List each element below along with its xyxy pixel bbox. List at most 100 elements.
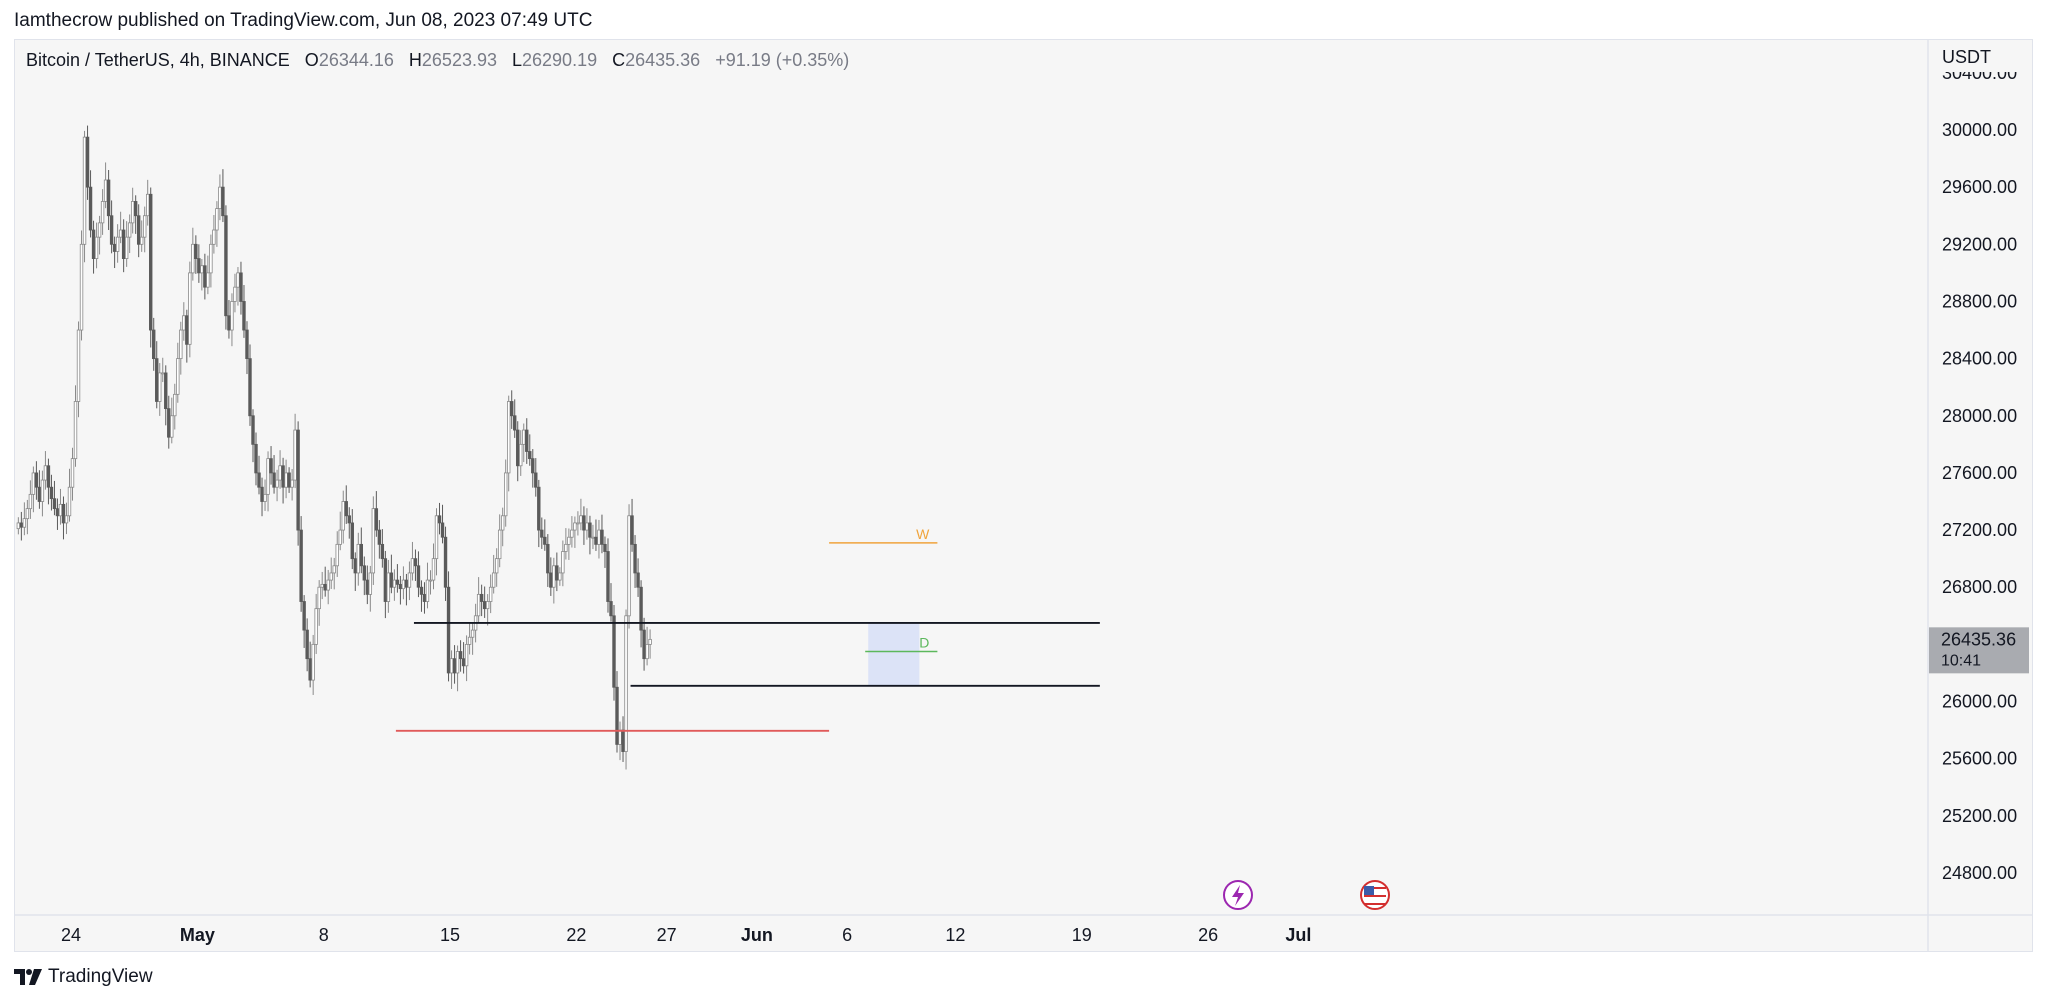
candle[interactable] [395, 564, 400, 593]
candle[interactable] [612, 604, 616, 701]
candle[interactable] [549, 557, 553, 596]
candle[interactable] [305, 618, 309, 672]
candle[interactable] [476, 577, 481, 623]
candle[interactable] [531, 449, 535, 488]
candle[interactable] [97, 215, 102, 255]
candle[interactable] [419, 580, 424, 612]
candle[interactable] [308, 641, 312, 688]
candle[interactable] [410, 541, 415, 581]
candle[interactable] [627, 504, 631, 629]
candle[interactable] [284, 459, 288, 499]
candle[interactable] [338, 511, 342, 551]
candle[interactable] [513, 399, 517, 438]
candle[interactable] [224, 205, 228, 330]
candle[interactable] [164, 365, 168, 426]
candle[interactable] [380, 529, 385, 568]
candle[interactable] [561, 540, 565, 587]
candle[interactable] [636, 558, 640, 597]
candle[interactable] [112, 236, 117, 269]
candle[interactable] [28, 480, 33, 519]
candle[interactable] [146, 179, 150, 226]
candle[interactable] [326, 569, 330, 605]
candle[interactable] [440, 504, 445, 544]
candle[interactable] [70, 447, 75, 501]
candle[interactable] [452, 645, 457, 684]
candle[interactable] [494, 548, 499, 587]
candle[interactable] [58, 488, 63, 525]
candle[interactable] [82, 130, 87, 263]
candle[interactable] [197, 244, 201, 283]
candle[interactable] [365, 565, 370, 605]
candle[interactable] [46, 458, 51, 505]
candle[interactable] [206, 255, 210, 295]
candle[interactable] [519, 430, 523, 476]
candle[interactable] [293, 413, 297, 489]
candle[interactable] [106, 170, 111, 231]
candle[interactable] [40, 470, 45, 517]
candle[interactable] [621, 716, 625, 762]
candle[interactable] [257, 455, 261, 495]
candle[interactable] [296, 421, 300, 546]
candle[interactable] [431, 543, 436, 590]
candle[interactable] [127, 214, 132, 254]
candle[interactable] [603, 536, 607, 568]
candle[interactable] [344, 485, 348, 524]
candle[interactable] [377, 520, 382, 559]
candle[interactable] [525, 418, 529, 464]
candle[interactable] [389, 554, 394, 594]
candle[interactable] [510, 390, 514, 429]
candle[interactable] [251, 409, 255, 463]
candle[interactable] [37, 470, 42, 509]
candle[interactable] [155, 341, 159, 409]
candle[interactable] [299, 516, 303, 612]
candle[interactable] [507, 395, 511, 492]
candle[interactable] [182, 302, 186, 341]
candle[interactable] [124, 221, 129, 267]
candle[interactable] [329, 557, 333, 589]
candle[interactable] [534, 458, 538, 497]
candle[interactable] [368, 565, 373, 612]
candle[interactable] [630, 498, 634, 552]
candle[interactable] [191, 227, 195, 281]
candle[interactable] [404, 573, 409, 606]
candle[interactable] [242, 285, 246, 338]
candle[interactable] [371, 496, 376, 585]
candle[interactable] [314, 593, 318, 654]
candle[interactable] [567, 528, 571, 560]
candle[interactable] [443, 526, 448, 601]
candle[interactable] [218, 174, 222, 221]
candle[interactable] [552, 557, 556, 604]
candle[interactable] [416, 551, 421, 598]
candle[interactable] [458, 640, 463, 672]
candle[interactable] [64, 502, 69, 535]
candle[interactable] [383, 550, 388, 619]
candle[interactable] [233, 273, 237, 313]
candle[interactable] [558, 567, 562, 586]
candle[interactable] [528, 434, 532, 466]
candle[interactable] [317, 580, 321, 626]
candle[interactable] [260, 477, 264, 517]
candle[interactable] [570, 516, 574, 548]
candle[interactable] [606, 538, 610, 613]
candle[interactable] [245, 321, 249, 375]
candle[interactable] [585, 508, 589, 540]
candle[interactable] [323, 566, 327, 597]
candle[interactable] [576, 511, 580, 536]
candle[interactable] [19, 511, 24, 541]
candle[interactable] [49, 474, 54, 511]
candle[interactable] [221, 169, 225, 223]
candle[interactable] [73, 385, 78, 467]
candle[interactable] [115, 224, 120, 263]
candle[interactable] [482, 586, 487, 618]
candle[interactable] [579, 498, 583, 531]
candle[interactable] [31, 466, 36, 513]
candle[interactable] [275, 469, 279, 502]
candle[interactable] [22, 502, 27, 536]
candle[interactable] [428, 570, 433, 595]
candle[interactable] [158, 363, 162, 416]
candle[interactable] [79, 230, 84, 341]
candle[interactable] [362, 556, 367, 596]
candle[interactable] [25, 499, 30, 535]
candle[interactable] [335, 531, 339, 577]
candle[interactable] [386, 559, 391, 613]
